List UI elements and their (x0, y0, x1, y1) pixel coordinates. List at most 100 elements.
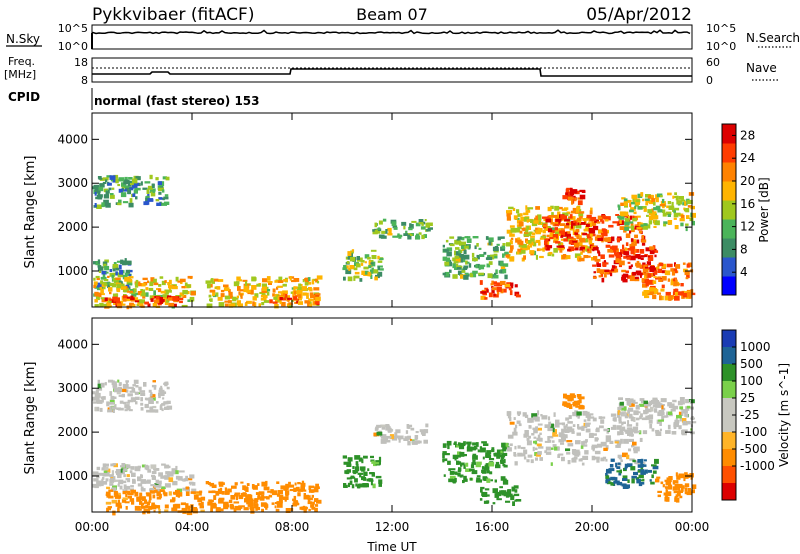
echo-cell (514, 284, 518, 288)
echo-cell (284, 293, 288, 298)
echo-cell (555, 241, 561, 244)
echo-cell (106, 297, 111, 301)
echo-cell (661, 405, 664, 410)
echo-cell (103, 194, 109, 199)
echo-cell (105, 471, 110, 477)
colorbar-tick-label: -500 (740, 442, 767, 456)
echo-cell (234, 494, 239, 497)
echo-cell (576, 411, 582, 416)
echo-cell (132, 384, 136, 387)
echo-cell (633, 449, 638, 454)
echo-cell (668, 295, 673, 301)
echo-cell (477, 449, 483, 453)
echo-cell (589, 413, 594, 416)
echo-cell (634, 460, 638, 464)
echo-cell (560, 442, 565, 445)
echo-cell (105, 491, 111, 495)
echo-cell (117, 474, 122, 479)
echo-cell (306, 295, 309, 299)
echo-cell (545, 451, 552, 455)
echo-cell (548, 215, 554, 218)
echo-cell (298, 294, 302, 298)
echo-cell (509, 416, 512, 422)
echo-cell (639, 415, 642, 420)
echo-cell (647, 408, 652, 413)
echo-cell (552, 214, 558, 218)
echo-cell (162, 397, 165, 400)
echo-cell (559, 230, 565, 235)
echo-cell (612, 424, 617, 430)
echo-cell (427, 227, 433, 230)
echo-cell (97, 399, 103, 404)
echo-cell (297, 482, 301, 485)
echo-cell (454, 250, 457, 256)
echo-cell (161, 463, 166, 466)
echo-cell (644, 469, 648, 474)
echo-cell (642, 268, 649, 273)
echo-cell (462, 454, 467, 457)
echo-cell (628, 226, 631, 229)
echo-cell (534, 416, 540, 422)
echo-cell (485, 236, 489, 240)
echo-cell (651, 208, 654, 212)
echo-cell (125, 269, 131, 274)
echo-cell (185, 491, 190, 496)
echo-cell (134, 297, 139, 302)
echo-cell (483, 467, 487, 471)
station-title: Pykkvibaer (fitACF) (92, 5, 254, 25)
echo-cell (652, 272, 656, 276)
echo-cell (354, 466, 360, 472)
echo-cell (556, 245, 561, 248)
echo-cell (288, 302, 293, 306)
echo-cell (470, 477, 473, 481)
echo-cell (142, 496, 146, 502)
echo-cell (550, 205, 554, 210)
echo-cell (587, 233, 591, 239)
echo-cell (512, 501, 515, 506)
echo-cell (482, 292, 487, 296)
echo-cell (537, 434, 541, 440)
echo-cell (496, 289, 500, 295)
echo-cell (121, 270, 125, 274)
echo-cell (127, 283, 133, 286)
echo-cell (355, 483, 358, 487)
echo-cell (626, 402, 630, 406)
echo-cell (238, 495, 244, 500)
echo-cell (242, 492, 247, 497)
echo-cell (623, 230, 627, 233)
echo-cell (117, 379, 120, 383)
echo-cell (153, 485, 160, 488)
echo-cell (146, 189, 150, 194)
echo-cell (246, 300, 252, 304)
echo-cell (550, 423, 554, 427)
echo-cell (562, 195, 568, 200)
echo-cell (535, 215, 538, 220)
echo-region (92, 379, 173, 413)
echo-cell (505, 254, 510, 258)
echo-cell (613, 481, 618, 484)
echo-cell (109, 282, 115, 287)
echo-cell (553, 434, 559, 437)
echo-cell (120, 259, 124, 265)
echo-cell (240, 289, 244, 292)
echo-cell (687, 488, 691, 493)
echo-cell (146, 494, 152, 497)
echo-cell (456, 444, 460, 448)
echo-cell (403, 226, 406, 230)
echo-cell (672, 405, 679, 410)
echo-cell (93, 261, 96, 265)
echo-cell (372, 269, 379, 274)
echo-cell (282, 297, 287, 301)
echo-cell (342, 455, 347, 459)
echo-cell (247, 494, 253, 500)
echo-cell (207, 501, 213, 506)
echo-cell (585, 422, 590, 427)
echo-region (592, 245, 659, 284)
echo-cell (591, 221, 597, 226)
echo-cell (115, 267, 118, 271)
echo-cell (382, 439, 388, 442)
echo-cell (409, 223, 412, 229)
echo-cell (228, 295, 234, 299)
echo-cell (97, 266, 104, 271)
echo-cell (254, 503, 259, 508)
